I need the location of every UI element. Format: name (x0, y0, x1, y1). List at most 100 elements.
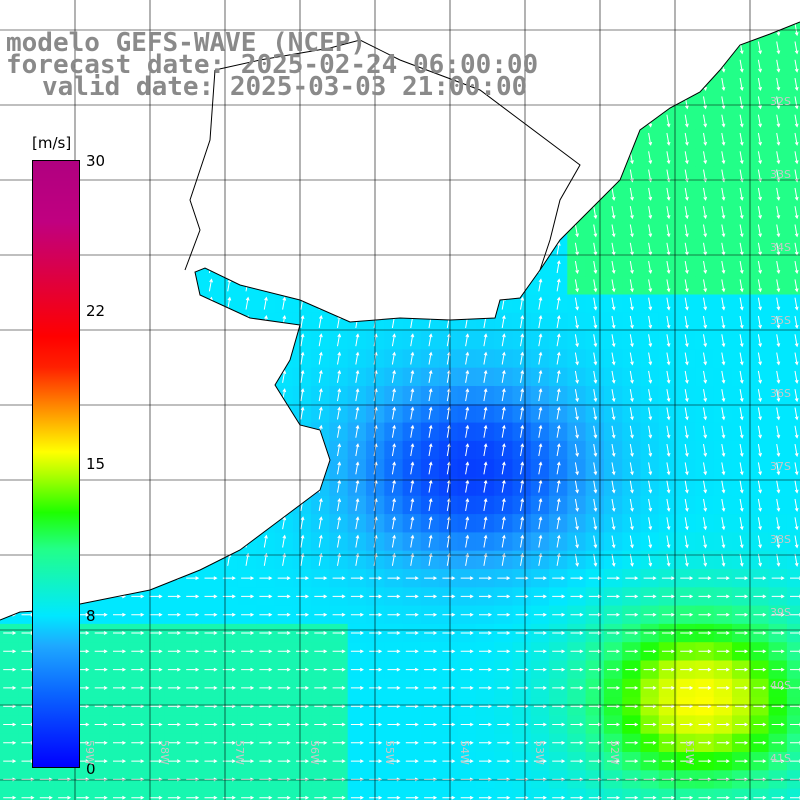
wind-arrow (332, 667, 346, 672)
wind-cell (677, 788, 696, 800)
wind-arrow (552, 594, 566, 599)
wind-cell (732, 788, 751, 800)
wind-arrow (593, 480, 598, 494)
wind-arrow (648, 334, 653, 348)
wind-arrow (501, 461, 506, 475)
wind-arrow (703, 535, 708, 549)
wind-cell (347, 788, 367, 800)
wind-arrow (149, 612, 163, 617)
wind-arrow (771, 722, 785, 727)
wind-arrow (593, 407, 598, 421)
wind-arrow (625, 576, 639, 581)
wind-arrow (318, 333, 323, 347)
wind-arrow (332, 795, 346, 800)
wind-arrow (757, 389, 762, 403)
wind-arrow (337, 479, 342, 493)
wind-cell (128, 788, 147, 800)
wind-arrow (648, 389, 653, 403)
wind-arrow (428, 333, 433, 347)
wind-arrow (588, 777, 602, 782)
wind-arrow (611, 535, 616, 549)
wind-arrow (479, 686, 493, 690)
wind-arrow (533, 777, 547, 782)
wind-arrow (739, 334, 744, 348)
wind-arrow (794, 23, 799, 37)
wind-cell (786, 148, 800, 167)
wind-arrow (739, 462, 744, 476)
wind-arrow (680, 649, 694, 654)
wind-arrow (337, 406, 342, 420)
wind-cell (786, 294, 800, 314)
wind-arrow (735, 686, 749, 690)
wind-arrow (428, 516, 433, 530)
model-title: modelo GEFS-WAVE (NCEP) (6, 28, 367, 58)
longitude-label: 58W (158, 740, 171, 765)
wind-arrow (794, 78, 799, 92)
wind-arrow (794, 334, 799, 348)
wind-arrow (355, 351, 360, 365)
colorbar (32, 160, 80, 768)
wind-arrow (465, 461, 470, 475)
wind-arrow (337, 516, 342, 530)
wind-arrow (625, 667, 639, 672)
wind-arrow (556, 516, 561, 530)
wind-arrow (593, 279, 598, 293)
wind-arrow (698, 777, 712, 782)
wind-arrow (131, 686, 145, 690)
wind-arrow (661, 667, 675, 672)
wind-arrow (552, 576, 566, 581)
wind-cell (329, 788, 349, 800)
wind-arrow (501, 388, 506, 402)
wind-arrow (538, 388, 543, 402)
wind-arrow (643, 649, 657, 654)
wind-arrow (776, 334, 781, 348)
wind-arrow (757, 114, 762, 128)
wind-arrow (538, 314, 543, 328)
wind-arrow (698, 649, 712, 654)
wind-arrow (790, 722, 800, 727)
wind-arrow (442, 631, 456, 635)
wind-arrow (757, 334, 762, 348)
wind-arrow (588, 686, 602, 690)
wind-arrow (483, 406, 488, 420)
wind-arrow (241, 722, 255, 727)
wind-arrow (703, 498, 708, 512)
wind-arrow (556, 552, 561, 566)
wind-arrow (520, 516, 525, 530)
wind-arrow (684, 462, 689, 476)
wind-arrow (739, 206, 744, 220)
wind-arrow (648, 370, 653, 384)
wind-arrow (186, 594, 200, 599)
wind-arrow (241, 649, 255, 654)
wind-arrow (391, 534, 396, 548)
wind-arrow (501, 351, 506, 365)
wind-arrow (318, 314, 323, 328)
wind-arrow (570, 612, 584, 617)
wind-arrow (204, 631, 218, 635)
wind-arrow (410, 388, 415, 402)
wind-arrow (574, 297, 579, 311)
wind-arrow (790, 704, 800, 709)
wind-arrow (460, 759, 474, 764)
wind-arrow (739, 553, 744, 567)
wind-arrow (607, 631, 621, 635)
wind-arrow (570, 594, 584, 599)
wind-arrow (460, 667, 474, 672)
wind-arrow (501, 479, 506, 493)
wind-arrow (241, 612, 255, 617)
wind-arrow (593, 425, 598, 439)
wind-arrow (167, 667, 181, 672)
wind-arrow (167, 631, 181, 635)
wind-arrow (483, 497, 488, 511)
wind-arrow (739, 425, 744, 439)
wind-arrow (391, 369, 396, 383)
wind-arrow (698, 740, 712, 745)
wind-arrow (776, 261, 781, 275)
wind-arrow (703, 261, 708, 275)
wind-arrow (318, 369, 323, 383)
wind-arrow (442, 612, 456, 617)
wind-arrow (703, 224, 708, 238)
wind-arrow (3, 686, 17, 690)
wind-arrow (735, 740, 749, 745)
wind-arrow (186, 686, 200, 690)
